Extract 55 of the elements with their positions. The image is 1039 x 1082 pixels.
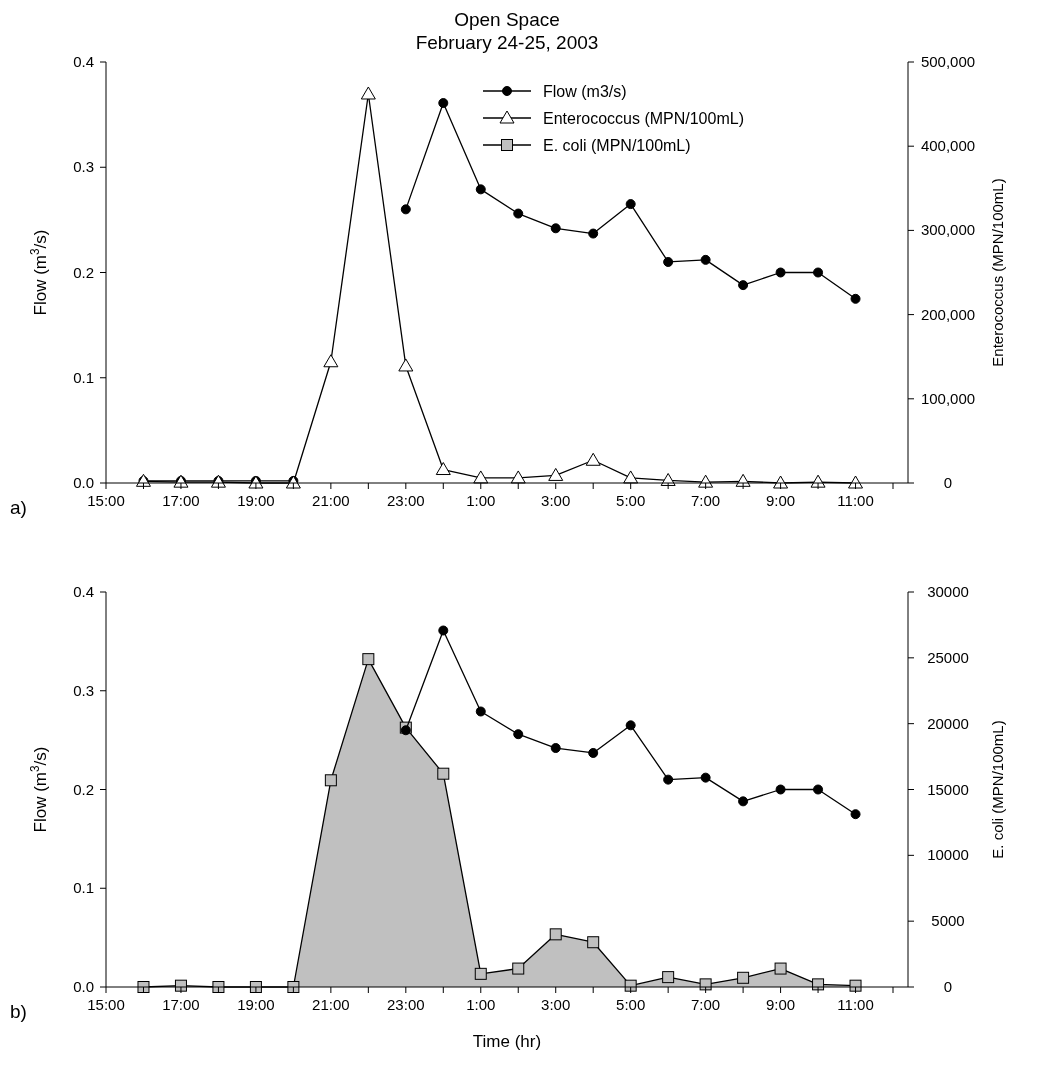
- y2-tick-label: 5000: [931, 912, 965, 930]
- x-tick-label: 9:00: [765, 996, 796, 1013]
- x-tick-label: 3:00: [541, 996, 571, 1013]
- x-tick-label: 17:00: [162, 996, 200, 1013]
- y2-tick-label: 100,000: [920, 389, 976, 407]
- x-tick-label: 1:00: [466, 996, 496, 1013]
- y-tick-label: 0.4: [73, 583, 94, 600]
- x-tick-label: 5:00: [616, 492, 646, 509]
- x-tick-label: 7:00: [691, 492, 721, 509]
- x-tick-label: 11:00: [837, 996, 874, 1013]
- y2-tick-label: 400,000: [920, 137, 976, 155]
- y2-tick-label: 15000: [927, 780, 969, 798]
- x-tick-label: 21:00: [312, 492, 350, 509]
- y-tick-label: 0.3: [73, 681, 94, 699]
- x-tick-label: 19:00: [237, 492, 275, 509]
- y2-tick-label: 200,000: [920, 305, 976, 323]
- x-tick-label: 1:00: [466, 492, 496, 509]
- y2-tick-label: 30000: [927, 583, 969, 600]
- y2-axis-title: Enterococcus (MPN/100mL): [989, 178, 1006, 367]
- x-tick-label: 5:00: [616, 996, 646, 1013]
- y2-tick-label: 500,000: [920, 53, 976, 70]
- text: a): [10, 497, 27, 518]
- y-tick-label: 0.1: [73, 368, 94, 386]
- x-tick-label: 23:00: [387, 492, 425, 509]
- legend-label: Flow (m3/s): [543, 83, 627, 100]
- text: E. coli (MPN/100mL): [989, 720, 1006, 859]
- y2-tick-label: 20000: [927, 714, 969, 732]
- y-tick-label: 0.4: [73, 53, 94, 70]
- x-tick-label: 21:00: [312, 996, 350, 1013]
- chart-subtitle: February 24-25, 2003: [415, 32, 599, 53]
- text: E. coli (MPN/100mL): [543, 137, 691, 154]
- x-tick-label: 9:00: [765, 492, 796, 509]
- x-tick-label: 7:00: [691, 996, 721, 1013]
- y-tick-label: 0.0: [73, 474, 94, 491]
- x-tick-label: 15:00: [87, 996, 125, 1013]
- x-axis-title: Time (hr): [472, 1032, 542, 1051]
- x-tick-label: 11:00: [837, 492, 874, 509]
- y2-tick-label: 300,000: [920, 221, 976, 239]
- text: b): [10, 1001, 27, 1022]
- y-tick-label: 0.1: [73, 879, 94, 897]
- y-tick-label: 0.2: [73, 780, 94, 798]
- y-tick-label: 0.2: [73, 263, 94, 281]
- x-tick-label: 3:00: [541, 492, 571, 509]
- y-tick-label: 0.0: [73, 978, 94, 995]
- y-tick-label: 0.3: [73, 158, 94, 176]
- y2-tick-label: 0: [943, 978, 953, 995]
- x-tick-label: 23:00: [387, 996, 425, 1013]
- x-tick-label: 17:00: [162, 492, 200, 509]
- y2-tick-label: 25000: [927, 648, 969, 666]
- x-tick-label: 19:00: [237, 996, 275, 1013]
- chart-title: Open Space: [454, 9, 560, 30]
- y2-tick-label: 0: [943, 474, 953, 491]
- y2-tick-label: 10000: [927, 846, 969, 864]
- legend-label: Enterococcus (MPN/100mL): [543, 110, 744, 127]
- x-tick-label: 15:00: [87, 492, 125, 509]
